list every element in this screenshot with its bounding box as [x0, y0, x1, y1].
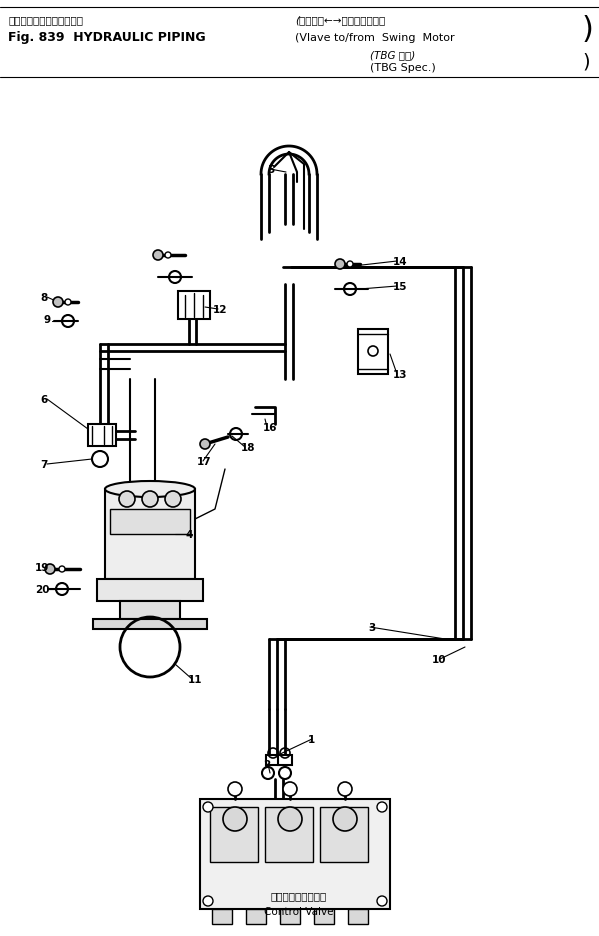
Text: 20: 20 [35, 584, 50, 594]
Text: 4: 4 [185, 530, 192, 539]
Circle shape [59, 566, 65, 573]
Circle shape [119, 491, 135, 507]
Bar [178, 292, 210, 320]
Bar [246, 909, 266, 924]
Bar [105, 490, 195, 579]
Text: 14: 14 [393, 256, 408, 267]
Text: 6: 6 [40, 395, 47, 404]
Text: 16: 16 [263, 422, 277, 432]
Text: 11: 11 [188, 674, 202, 684]
Text: 12: 12 [213, 305, 228, 314]
Circle shape [203, 896, 213, 906]
Text: (バルブ　←→　旋回　モータ: (バルブ ←→ 旋回 モータ [295, 15, 385, 25]
Bar [110, 509, 190, 534]
Text: 7: 7 [40, 460, 47, 470]
Text: 17: 17 [197, 457, 211, 466]
Bar [280, 909, 300, 924]
Text: ハイドロリックパイピング: ハイドロリックパイピング [8, 15, 83, 25]
Text: ): ) [582, 52, 589, 71]
Circle shape [333, 807, 357, 831]
Text: (TBG Spec.): (TBG Spec.) [370, 63, 435, 73]
Circle shape [165, 253, 171, 258]
Text: ): ) [582, 14, 594, 43]
Text: 5: 5 [267, 165, 274, 175]
Bar [212, 909, 232, 924]
Text: 8: 8 [40, 293, 47, 302]
Bar [210, 807, 258, 862]
Circle shape [338, 782, 352, 797]
Circle shape [203, 802, 213, 812]
Text: コントロールバルブ: コントロールバルブ [271, 890, 327, 900]
Circle shape [65, 300, 71, 306]
Text: 2: 2 [263, 759, 270, 769]
Bar [320, 807, 368, 862]
Bar [200, 799, 390, 909]
Circle shape [347, 262, 353, 268]
Circle shape [223, 807, 247, 831]
Bar [88, 425, 116, 446]
Circle shape [335, 259, 345, 270]
Text: 10: 10 [432, 654, 446, 665]
Bar [314, 909, 334, 924]
Circle shape [377, 802, 387, 812]
Ellipse shape [105, 481, 195, 497]
Circle shape [53, 298, 63, 308]
Circle shape [200, 440, 210, 449]
Bar [93, 620, 207, 629]
Text: 1: 1 [308, 734, 315, 744]
Bar [278, 755, 292, 766]
Bar [265, 807, 313, 862]
Circle shape [45, 564, 55, 575]
Circle shape [283, 782, 297, 797]
Bar [358, 329, 388, 374]
Text: 15: 15 [393, 282, 407, 292]
Circle shape [142, 491, 158, 507]
Bar [97, 579, 203, 601]
Bar [348, 909, 368, 924]
Text: 3: 3 [368, 622, 375, 633]
Text: (Vlave to/from  Swing  Motor: (Vlave to/from Swing Motor [295, 33, 455, 43]
Bar [266, 755, 280, 766]
Circle shape [278, 807, 302, 831]
Text: Fig. 839  HYDRAULIC PIPING: Fig. 839 HYDRAULIC PIPING [8, 32, 205, 44]
Text: 19: 19 [35, 563, 49, 573]
Circle shape [153, 251, 163, 261]
Text: 9: 9 [43, 314, 50, 325]
Circle shape [228, 782, 242, 797]
Text: Control Valve: Control Valve [264, 906, 334, 916]
Circle shape [377, 896, 387, 906]
Text: 13: 13 [393, 370, 407, 380]
Bar [120, 601, 180, 620]
Circle shape [165, 491, 181, 507]
Text: (TBG 仕様): (TBG 仕様) [370, 50, 415, 60]
Text: 18: 18 [241, 443, 256, 452]
